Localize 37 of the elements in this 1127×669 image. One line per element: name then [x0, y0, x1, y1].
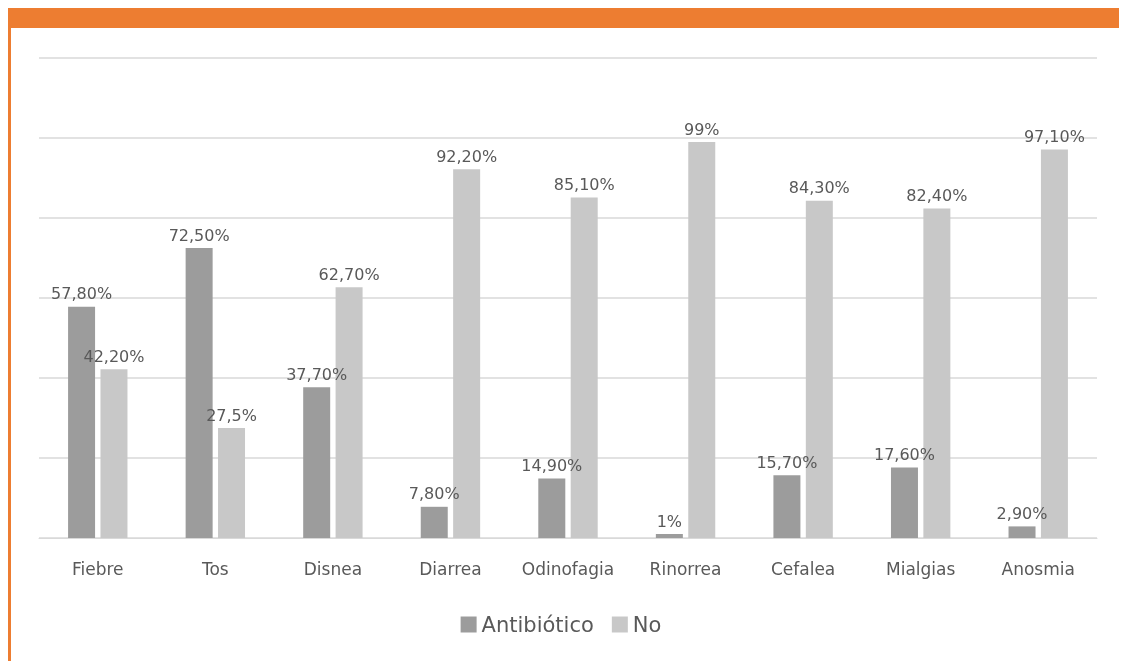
x-tick-label: Rinorrea	[649, 558, 722, 579]
data-label: 82,40%	[906, 185, 968, 205]
x-tick-label: Diarrea	[419, 558, 482, 579]
data-label: 99%	[683, 119, 720, 139]
bar	[688, 142, 716, 538]
data-label: 72,50%	[168, 225, 230, 245]
data-label: 17,60%	[873, 445, 935, 465]
data-label: 57,80%	[51, 284, 113, 304]
data-label: 97,10%	[1023, 127, 1085, 147]
data-label: 84,30%	[788, 178, 850, 198]
bar	[655, 534, 683, 538]
bar	[890, 467, 918, 538]
data-label: 7,80%	[408, 484, 460, 504]
x-tick-label: Disnea	[303, 558, 363, 579]
x-tick-label: Fiebre	[71, 558, 124, 579]
bar	[773, 475, 801, 538]
bar	[420, 506, 448, 538]
x-tick-label: Mialgias	[886, 558, 956, 579]
data-label: 92,20%	[436, 146, 498, 166]
bar	[218, 428, 246, 538]
data-label: 2,90%	[996, 503, 1048, 523]
data-label: 85,10%	[553, 175, 615, 195]
x-tick-label: Cefalea	[770, 558, 836, 579]
data-label: 15,70%	[756, 452, 818, 472]
x-tick-label: Odinofagia	[521, 558, 615, 579]
data-label: 37,70%	[286, 364, 348, 384]
x-tick-label: Anosmia	[1001, 558, 1075, 579]
legend-label: No	[632, 612, 662, 637]
data-label: 14,90%	[521, 455, 583, 475]
bar	[303, 387, 331, 538]
data-label: 62,70%	[318, 264, 380, 284]
legend-label: Antibiótico	[481, 612, 594, 637]
bar	[538, 478, 566, 538]
bar	[1008, 526, 1036, 538]
x-tick-label: Tos	[200, 558, 229, 579]
bar	[100, 369, 128, 538]
data-label: 1%	[656, 511, 683, 531]
